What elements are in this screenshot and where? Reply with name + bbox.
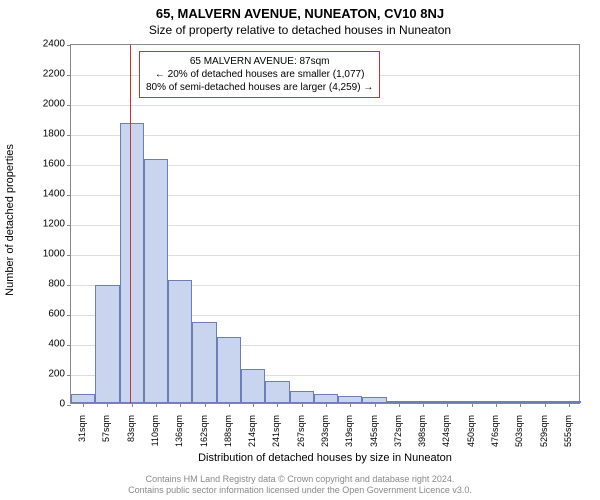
x-tick-label: 398sqm xyxy=(417,415,427,455)
y-tick-mark xyxy=(67,75,71,76)
gridline xyxy=(71,105,579,106)
y-tick-label: 800 xyxy=(48,279,65,290)
histogram-bar xyxy=(144,159,168,404)
histogram-bar xyxy=(120,123,144,404)
x-tick-label: 136sqm xyxy=(174,415,184,455)
y-tick-label: 200 xyxy=(48,369,65,380)
x-tick-mark xyxy=(472,403,473,407)
y-tick-label: 1200 xyxy=(43,219,65,230)
y-tick-label: 1000 xyxy=(43,249,65,260)
x-tick-mark xyxy=(350,403,351,407)
y-tick-label: 600 xyxy=(48,309,65,320)
y-tick-mark xyxy=(67,45,71,46)
y-tick-mark xyxy=(67,105,71,106)
plot-area: 65 MALVERN AVENUE: 87sqm← 20% of detache… xyxy=(70,44,580,404)
x-tick-mark xyxy=(569,403,570,407)
x-tick-label: 450sqm xyxy=(466,415,476,455)
y-tick-mark xyxy=(67,285,71,286)
histogram-bar xyxy=(217,337,241,403)
x-tick-label: 188sqm xyxy=(223,415,233,455)
chart-title-sub: Size of property relative to detached ho… xyxy=(0,21,600,39)
x-tick-mark xyxy=(545,403,546,407)
histogram-bar xyxy=(290,391,314,403)
y-tick-label: 400 xyxy=(48,339,65,350)
x-tick-label: 424sqm xyxy=(441,415,451,455)
y-tick-mark xyxy=(67,405,71,406)
x-tick-mark xyxy=(205,403,206,407)
y-tick-label: 1400 xyxy=(43,189,65,200)
x-tick-mark xyxy=(447,403,448,407)
y-tick-mark xyxy=(67,165,71,166)
histogram-bar xyxy=(71,394,95,403)
y-tick-mark xyxy=(67,375,71,376)
x-tick-mark xyxy=(520,403,521,407)
x-tick-mark xyxy=(302,403,303,407)
y-tick-mark xyxy=(67,225,71,226)
histogram-bar xyxy=(168,280,192,403)
x-tick-label: 319sqm xyxy=(344,415,354,455)
x-tick-mark xyxy=(496,403,497,407)
y-tick-label: 2400 xyxy=(43,39,65,50)
annotation-box: 65 MALVERN AVENUE: 87sqm← 20% of detache… xyxy=(139,51,380,98)
chart-footer: Contains HM Land Registry data © Crown c… xyxy=(0,474,600,496)
x-tick-label: 214sqm xyxy=(247,415,257,455)
x-tick-label: 476sqm xyxy=(490,415,500,455)
histogram-bar xyxy=(192,322,216,403)
x-tick-mark xyxy=(180,403,181,407)
y-tick-label: 1800 xyxy=(43,129,65,140)
x-tick-label: 110sqm xyxy=(150,415,160,455)
histogram-bar xyxy=(241,369,265,404)
y-tick-mark xyxy=(67,315,71,316)
x-tick-mark xyxy=(229,403,230,407)
y-axis-label: Number of detached properties xyxy=(4,144,16,296)
x-tick-mark xyxy=(423,403,424,407)
y-tick-mark xyxy=(67,195,71,196)
x-tick-mark xyxy=(253,403,254,407)
y-tick-label: 0 xyxy=(59,399,65,410)
x-tick-label: 345sqm xyxy=(369,415,379,455)
histogram-bar xyxy=(314,394,338,403)
y-tick-mark xyxy=(67,135,71,136)
x-tick-mark xyxy=(375,403,376,407)
x-tick-label: 83sqm xyxy=(126,415,136,455)
y-tick-mark xyxy=(67,255,71,256)
property-marker-line xyxy=(130,45,131,403)
x-tick-mark xyxy=(156,403,157,407)
x-tick-mark xyxy=(83,403,84,407)
x-tick-label: 555sqm xyxy=(563,415,573,455)
x-tick-mark xyxy=(132,403,133,407)
x-tick-label: 31sqm xyxy=(77,415,87,455)
x-tick-mark xyxy=(399,403,400,407)
annotation-line: 80% of semi-detached houses are larger (… xyxy=(146,81,373,94)
footer-line-1: Contains HM Land Registry data © Crown c… xyxy=(0,474,600,485)
x-tick-label: 162sqm xyxy=(199,415,209,455)
x-tick-label: 529sqm xyxy=(539,415,549,455)
x-tick-label: 241sqm xyxy=(271,415,281,455)
histogram-bar xyxy=(95,285,119,404)
y-tick-label: 1600 xyxy=(43,159,65,170)
gridline xyxy=(71,135,579,136)
histogram-bar xyxy=(338,396,362,403)
y-tick-mark xyxy=(67,345,71,346)
y-tick-label: 2200 xyxy=(43,69,65,80)
x-tick-label: 267sqm xyxy=(296,415,306,455)
x-tick-label: 372sqm xyxy=(393,415,403,455)
x-tick-mark xyxy=(277,403,278,407)
x-tick-label: 57sqm xyxy=(101,415,111,455)
chart-title-main: 65, MALVERN AVENUE, NUNEATON, CV10 8NJ xyxy=(0,0,600,21)
x-tick-label: 293sqm xyxy=(320,415,330,455)
y-tick-label: 2000 xyxy=(43,99,65,110)
x-tick-label: 503sqm xyxy=(514,415,524,455)
x-tick-mark xyxy=(326,403,327,407)
annotation-line: ← 20% of detached houses are smaller (1,… xyxy=(146,68,373,81)
annotation-line: 65 MALVERN AVENUE: 87sqm xyxy=(146,55,373,68)
histogram-bar xyxy=(265,381,289,404)
footer-line-2: Contains public sector information licen… xyxy=(0,485,600,496)
x-tick-mark xyxy=(107,403,108,407)
